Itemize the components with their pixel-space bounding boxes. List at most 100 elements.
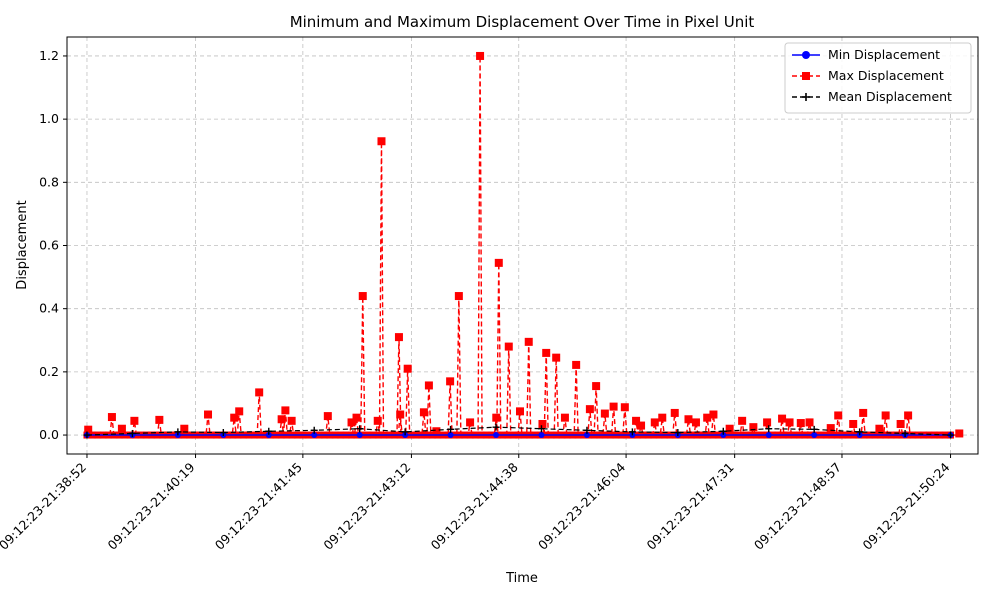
- max-point: [446, 377, 455, 386]
- max-point: [492, 413, 501, 422]
- mean-point: [674, 429, 682, 437]
- max-point: [684, 415, 693, 424]
- max-point: [650, 418, 659, 427]
- max-point: [826, 424, 835, 433]
- max-point: [424, 381, 433, 390]
- min-point: [356, 432, 363, 439]
- max-point: [637, 421, 646, 430]
- mean-point: [810, 425, 818, 433]
- max-point: [255, 388, 264, 397]
- max-point: [454, 292, 463, 301]
- max-point: [670, 408, 679, 417]
- max-point: [84, 425, 93, 434]
- max-point: [373, 416, 382, 425]
- legend-box: [784, 42, 972, 114]
- max-point: [585, 405, 594, 414]
- max-point: [904, 411, 913, 420]
- y-tick-label: 1.2: [39, 48, 59, 63]
- legend-label-min: Min Displacement: [828, 47, 940, 62]
- mean-point: [719, 427, 727, 435]
- max-point: [538, 419, 547, 428]
- max-point: [834, 411, 843, 420]
- min-point: [447, 432, 454, 439]
- max-point: [778, 414, 787, 423]
- mean-point: [628, 428, 636, 436]
- mean-point: [765, 425, 773, 433]
- max-point: [749, 423, 758, 432]
- y-tick-label: 0.0: [39, 427, 59, 442]
- max-point: [805, 418, 814, 427]
- max-point: [609, 402, 618, 411]
- max-point: [560, 413, 569, 422]
- max-point: [281, 406, 290, 415]
- x-tick-label: 09:12:23-21:44:38: [428, 459, 521, 552]
- legend-entry-mean: Mean Displacement: [792, 89, 952, 104]
- max-point: [620, 403, 629, 412]
- legend-marker-square: [802, 72, 810, 80]
- max-point: [180, 424, 189, 433]
- min-point: [265, 432, 272, 439]
- max-point: [592, 382, 601, 391]
- min-point: [493, 432, 500, 439]
- max-point: [394, 333, 403, 342]
- max-point: [347, 418, 356, 427]
- max-point: [738, 416, 747, 425]
- max-point: [476, 51, 485, 60]
- x-tick-label: 09:12:23-21:43:12: [320, 460, 413, 553]
- mean-point: [356, 425, 364, 433]
- mean-point: [219, 429, 227, 437]
- max-point: [107, 413, 116, 422]
- mean-point: [174, 428, 182, 436]
- y-axis-ticks: 0.0 0.2 0.4 0.6 0.8 1.0 1.2: [39, 48, 67, 442]
- max-point: [796, 419, 805, 428]
- max-point: [403, 364, 412, 373]
- max-point: [516, 407, 525, 416]
- mean-point: [492, 423, 500, 431]
- max-point: [524, 337, 533, 346]
- x-tick-label: 09:12:23-21:38:52: [0, 460, 89, 553]
- max-point: [881, 411, 890, 420]
- mean-point: [310, 426, 318, 434]
- max-point: [494, 258, 503, 267]
- x-tick-label: 09:12:23-21:48:57: [751, 460, 844, 553]
- min-point: [765, 432, 772, 439]
- max-point: [849, 419, 858, 428]
- max-point: [658, 413, 667, 422]
- mean-point: [401, 428, 409, 436]
- max-point: [709, 410, 718, 419]
- min-point: [538, 432, 545, 439]
- max-point: [859, 408, 868, 417]
- x-tick-label: 09:12:23-21:41:45: [212, 460, 305, 553]
- legend-marker-plus: [802, 93, 810, 101]
- max-point: [875, 424, 884, 433]
- min-point: [720, 432, 727, 439]
- legend-entry-max: Max Displacement: [792, 68, 944, 83]
- max-point: [896, 419, 905, 428]
- legend: Min Displacement Max Displacement Mean D…: [784, 42, 972, 114]
- max-point: [277, 415, 286, 424]
- max-point: [155, 415, 164, 424]
- mean-line: [86, 426, 951, 436]
- min-point: [811, 432, 818, 439]
- y-tick-label: 1.0: [39, 111, 59, 126]
- mean-point: [128, 429, 136, 437]
- min-point: [311, 432, 318, 439]
- y-tick-label: 0.2: [39, 364, 59, 379]
- max-point: [552, 353, 561, 362]
- y-tick-label: 0.8: [39, 174, 59, 189]
- max-point: [230, 413, 239, 422]
- max-point: [600, 409, 609, 418]
- max-point: [396, 410, 405, 419]
- y-tick-label: 0.6: [39, 238, 59, 253]
- chart-title: Minimum and Maximum Displacement Over Ti…: [290, 13, 755, 31]
- max-point: [466, 418, 475, 427]
- max-point: [504, 342, 513, 351]
- max-point: [377, 137, 386, 146]
- x-tick-label: 09:12:23-21:40:19: [104, 459, 197, 552]
- x-tick-label: 09:12:23-21:50:24: [859, 459, 952, 552]
- max-point: [703, 413, 712, 422]
- max-point: [632, 416, 641, 425]
- x-tick-label: 09:12:23-21:46:04: [535, 459, 628, 552]
- mean-point: [447, 425, 455, 433]
- max-point: [725, 424, 734, 433]
